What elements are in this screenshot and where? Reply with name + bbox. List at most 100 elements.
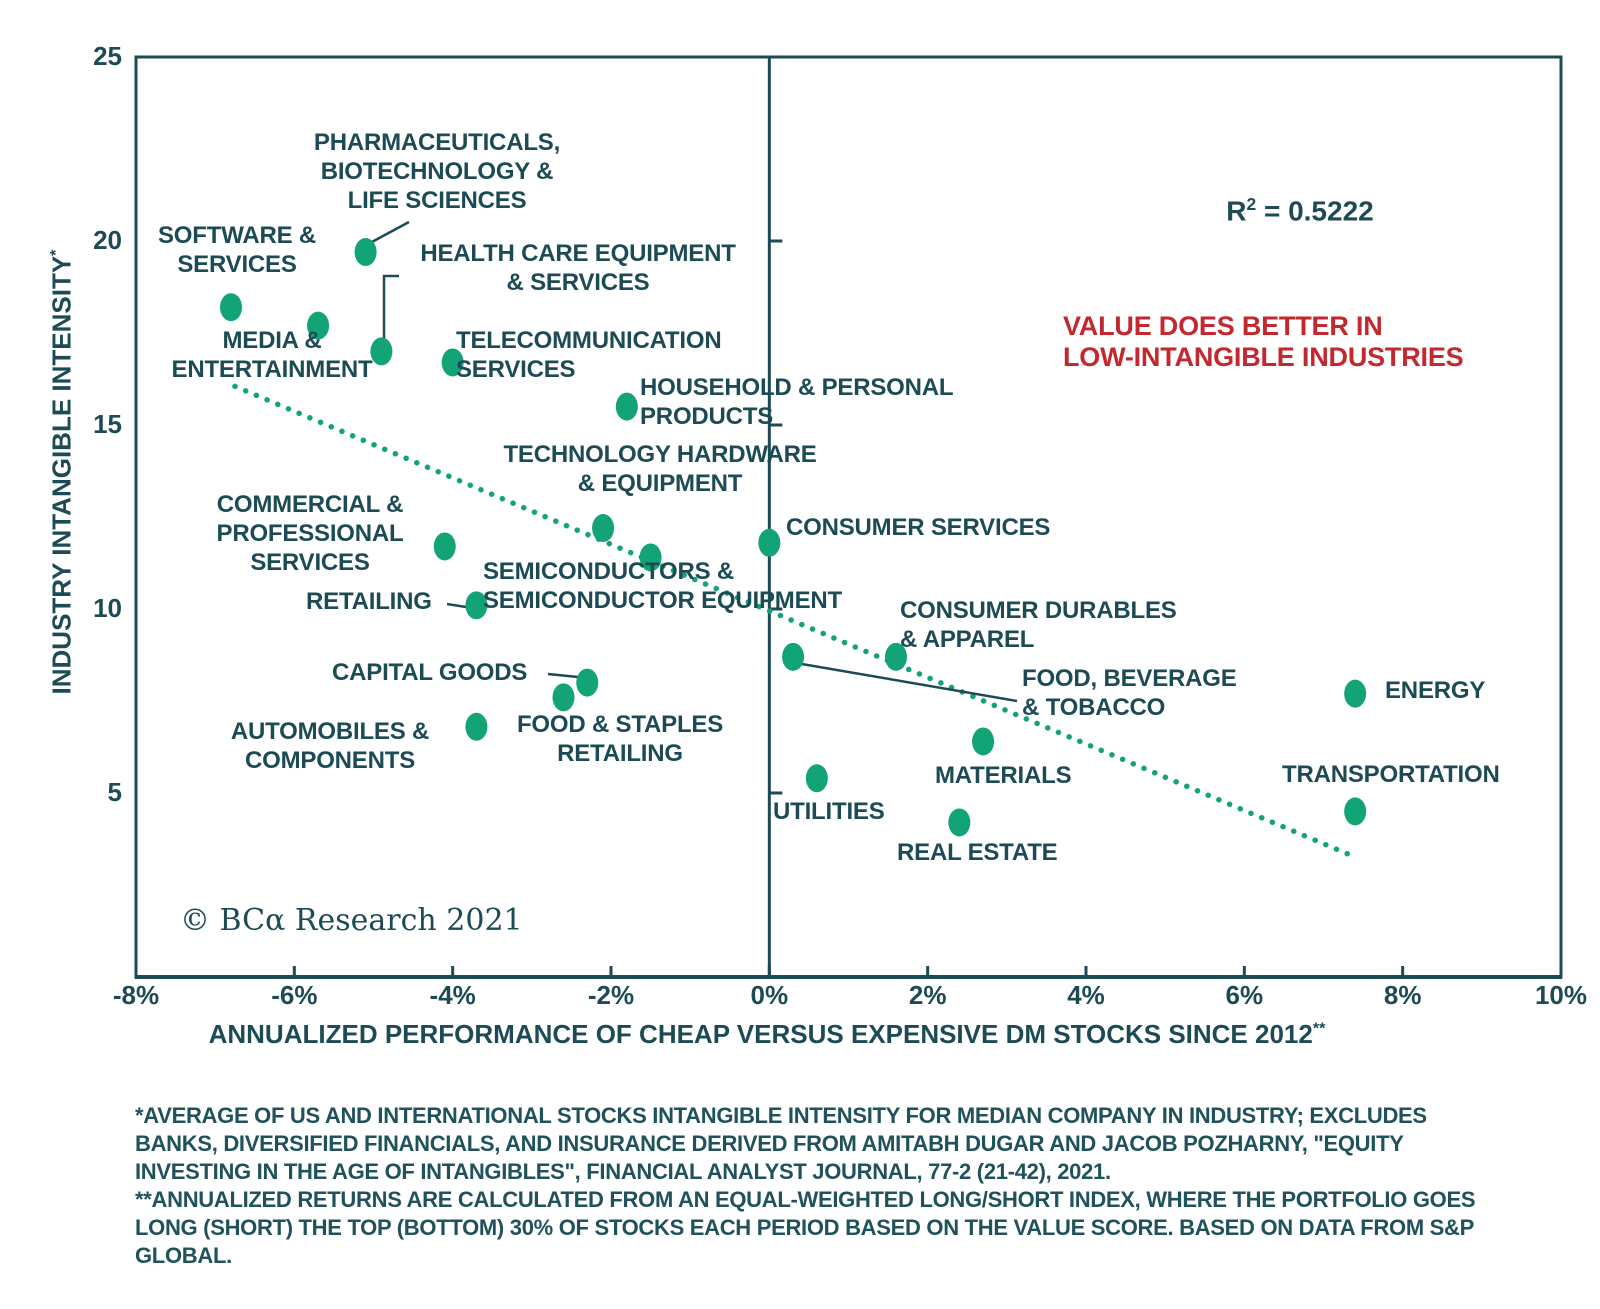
label-pharmaceuticals-biotechnology-life-sciences: PHARMACEUTICALS, BIOTECHNOLOGY & LIFE SCIE… — [314, 128, 560, 215]
label-line: CONSUMER SERVICES — [786, 514, 1051, 541]
point-energy — [1344, 679, 1367, 708]
label-software-services: SOFTWARE & SERVICES — [158, 221, 316, 279]
label-line: TELECOMMUNICATION — [456, 327, 722, 354]
callout-pharmaceuticals-biotechnology-life-sciences — [369, 220, 410, 245]
label-line: CONSUMER DURABLES — [900, 597, 1177, 624]
label-line: HOUSEHOLD & PERSONAL — [640, 374, 954, 401]
callout-food-beverage-tobacco — [795, 661, 1018, 703]
label-line: & SERVICES — [506, 269, 650, 296]
x-tick-label-6: -6% — [271, 980, 318, 1010]
x-tick-label-2: 2% — [908, 980, 947, 1010]
label-line: PROFESSIONAL — [216, 520, 404, 547]
point-automobiles-components — [465, 712, 488, 741]
footnote-line-2: BANKS, DIVERSIFIED FINANCIALS, AND INSUR… — [135, 1131, 1404, 1156]
label-household-personal-products: HOUSEHOLD & PERSONAL PRODUCTS — [640, 373, 954, 431]
label-line: HEALTH CARE EQUIPMENT — [420, 240, 736, 267]
point-commercial-professional-services — [433, 532, 456, 561]
point-utilities — [805, 764, 828, 793]
label-media-entertainment: MEDIA & ENTERTAINMENT — [172, 326, 373, 384]
label-line: SERVICES — [177, 251, 297, 278]
footnote-line-5: LONG (SHORT) THE TOP (BOTTOM) 30% OF STO… — [135, 1215, 1474, 1240]
label-technology-hardware-equipment: TECHNOLOGY HARDWARE & EQUIPMENT — [503, 440, 816, 498]
label-telecommunication-services: TELECOMMUNICATION SERVICES — [456, 326, 722, 384]
x-tick-label-4: -4% — [429, 980, 476, 1010]
label-line: UTILITIES — [773, 798, 885, 825]
label-retailing: RETAILING — [306, 587, 432, 616]
y-tick-label-5: 5 — [107, 777, 122, 807]
y-tick-label-15: 15 — [93, 409, 122, 439]
label-food-beverage-tobacco: FOOD, BEVERAGE & TOBACCO — [1022, 664, 1237, 722]
x-tick-label-6: 6% — [1225, 980, 1264, 1010]
label-line: ENTERTAINMENT — [171, 356, 373, 383]
y-axis-title: INDUSTRY INTANGIBLE INTENSITY* — [46, 249, 77, 695]
point-pharmaceuticals-biotechnology-life-sciences — [354, 238, 377, 267]
x-tick-label-10: 10% — [1534, 980, 1588, 1010]
point-consumer-durables-apparel — [885, 642, 907, 671]
label-line: MATERIALS — [935, 762, 1072, 789]
trend-line — [232, 383, 1350, 857]
point-retailing — [465, 591, 488, 620]
point-food-staples-retailing — [552, 683, 575, 712]
label-line: LIFE SCIENCES — [347, 187, 527, 214]
callout-capital-goods — [547, 672, 579, 679]
annotation-line-1: VALUE DOES BETTER IN — [1063, 311, 1383, 341]
label-line: PRODUCTS — [640, 403, 774, 430]
label-line: TECHNOLOGY HARDWARE — [503, 441, 817, 468]
label-line: FOOD & STAPLES — [516, 711, 724, 738]
label-capital-goods: CAPITAL GOODS — [332, 658, 527, 687]
label-energy: ENERGY — [1385, 676, 1485, 705]
label-line: FOOD, BEVERAGE — [1022, 665, 1237, 692]
point-transportation — [1344, 797, 1367, 826]
point-real-estate — [948, 808, 971, 837]
label-real-estate: REAL ESTATE — [897, 838, 1058, 867]
callout-retailing — [446, 602, 467, 609]
point-technology-hardware-equipment — [592, 514, 615, 543]
label-line: MEDIA & — [222, 327, 322, 354]
label-line: RETAILING — [306, 588, 432, 615]
footnote-line-3: INVESTING IN THE AGE OF INTANGIBLES", FI… — [135, 1159, 1111, 1184]
footnotes: *AVERAGE OF US AND INTERNATIONAL STOCKS … — [135, 1102, 1476, 1270]
label-line: SOFTWARE & — [158, 222, 316, 249]
point-food-beverage-tobacco — [782, 642, 805, 671]
label-line: TRANSPORTATION — [1282, 761, 1500, 788]
y-tick-label-10: 10 — [93, 593, 122, 623]
r-squared-label: R2 = 0.5222 — [1226, 194, 1374, 227]
label-line: & APPAREL — [900, 626, 1035, 653]
label-line: CAPITAL GOODS — [332, 659, 528, 686]
annotation-line-2: LOW-INTANGIBLE INDUSTRIES — [1063, 342, 1464, 372]
label-line: SERVICES — [456, 356, 576, 383]
x-axis-title: ANNUALIZED PERFORMANCE OF CHEAP VERSUS E… — [208, 1019, 1326, 1049]
y-tick-label-20: 20 — [93, 225, 122, 255]
label-food-staples-retailing: FOOD & STAPLES RETAILING — [517, 710, 723, 768]
label-line: ENERGY — [1385, 677, 1486, 704]
label-consumer-durables-apparel: CONSUMER DURABLES & APPAREL — [900, 596, 1177, 654]
label-line: SERVICES — [250, 549, 370, 576]
y-tick-label-25: 25 — [93, 41, 122, 71]
label-semiconductors-semiconductor-equipment: SEMICONDUCTORS & SEMICONDUCTOR EQUIPMENT — [483, 557, 842, 615]
copyright-notice: © BCα Research 2021 — [180, 903, 523, 938]
x-tick-label-0: 0% — [750, 980, 789, 1010]
value-annotation: VALUE DOES BETTER IN LOW-INTANGIBLE INDU… — [1063, 311, 1464, 373]
label-commercial-professional-services: COMMERCIAL & PROFESSIONAL SERVICES — [217, 490, 404, 577]
x-tick-label-2: -2% — [587, 980, 635, 1010]
label-line: & TOBACCO — [1022, 694, 1166, 721]
x-tick-label-4: 4% — [1067, 980, 1105, 1010]
callout-health-care-equipment-services — [382, 274, 399, 344]
point-media-entertainment — [307, 311, 330, 340]
label-line: SEMICONDUCTOR EQUIPMENT — [483, 587, 842, 614]
point-consumer-services — [758, 528, 781, 557]
label-line: REAL ESTATE — [897, 839, 1058, 866]
label-consumer-services: CONSUMER SERVICES — [786, 513, 1050, 542]
label-materials: MATERIALS — [935, 761, 1072, 790]
label-utilities: UTILITIES — [773, 797, 885, 826]
label-line: RETAILING — [557, 740, 683, 767]
point-telecommunication-services — [441, 348, 464, 377]
label-line: COMMERCIAL & — [216, 491, 404, 518]
footnote-line-6: GLOBAL. — [135, 1243, 232, 1268]
label-health-care-equipment-services: HEALTH CARE EQUIPMENT & SERVICES — [420, 239, 736, 297]
label-line: PHARMACEUTICALS, — [313, 129, 561, 156]
label-line: AUTOMOBILES & — [230, 718, 430, 745]
footnote-line-4: **ANNUALIZED RETURNS ARE CALCULATED FROM… — [135, 1187, 1476, 1212]
